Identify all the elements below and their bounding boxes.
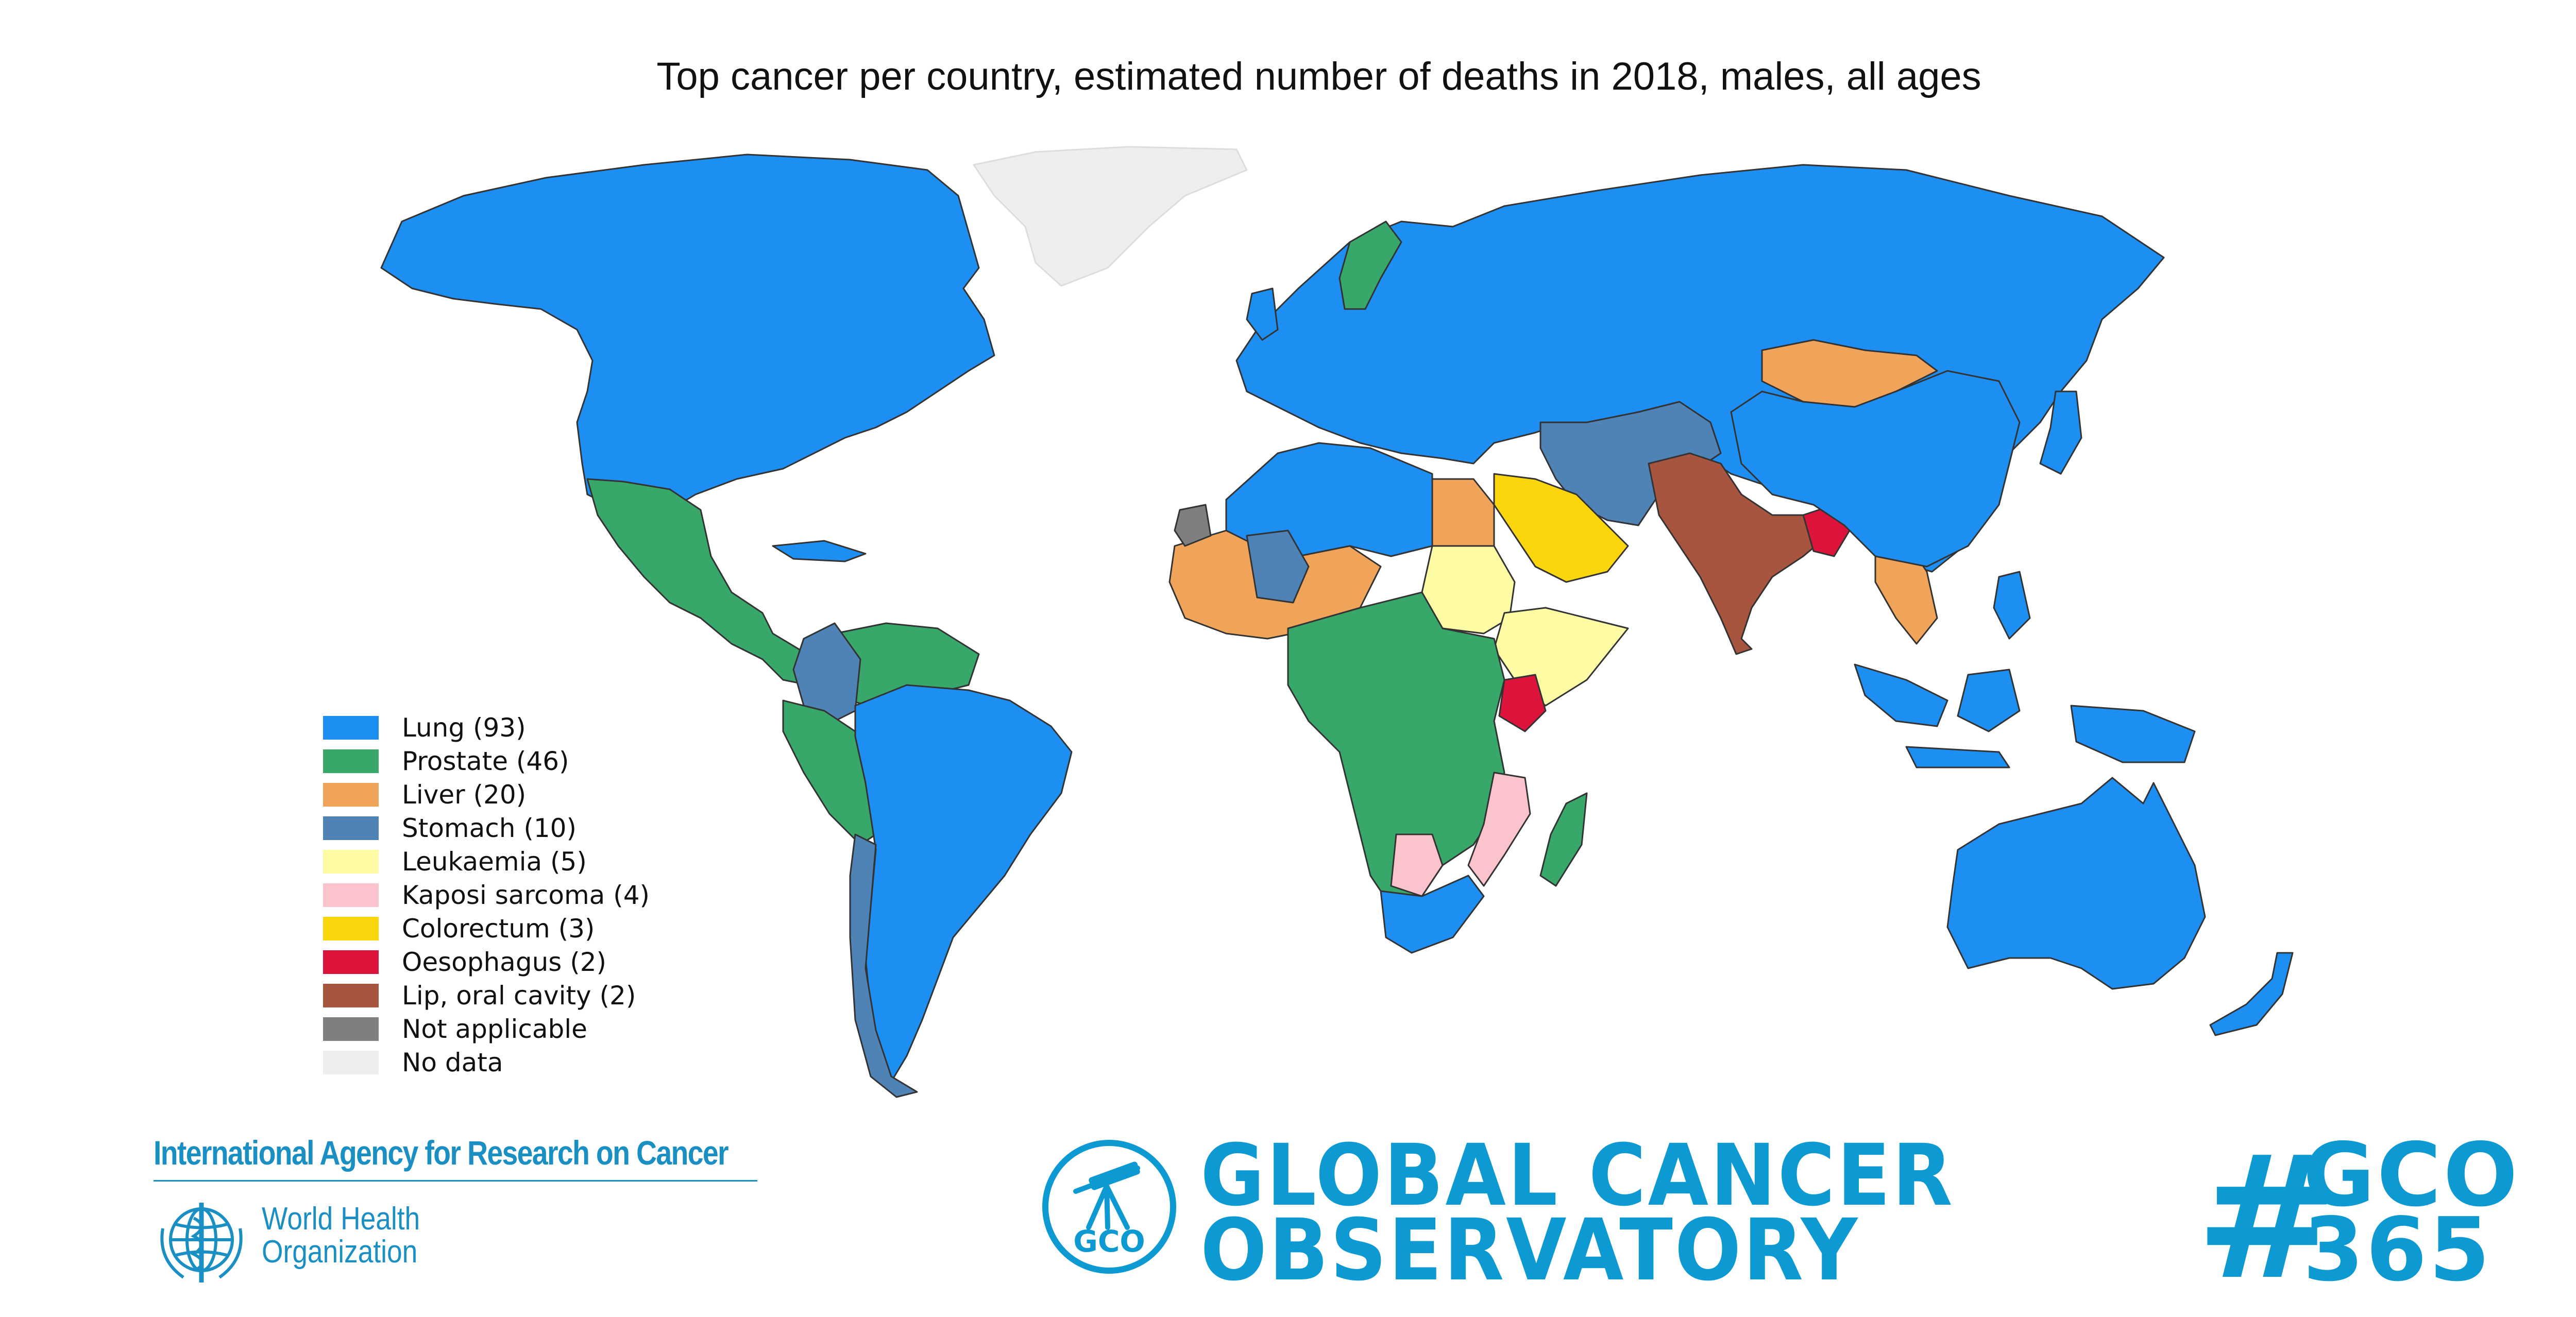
legend-item-prostate: Prostate (46)	[323, 744, 650, 778]
legend-swatch	[323, 916, 379, 940]
region-saudi-arabia	[1493, 473, 1629, 583]
region-madagascar	[1539, 792, 1588, 887]
legend-item-liver: Liver (20)	[323, 778, 650, 811]
legend-item-stomach: Stomach (10)	[323, 811, 650, 845]
region-sahel-stomach	[1246, 529, 1310, 604]
region-colombia	[792, 622, 861, 722]
region-chile	[849, 833, 918, 1098]
region-south-asia	[1648, 452, 1835, 655]
iarc-logo-text: International Agency for Research on Can…	[154, 1134, 729, 1172]
legend-item-colorectum: Colorectum (3)	[323, 912, 650, 945]
legend-label: Lung (93)	[402, 712, 526, 743]
region-mozambique	[1467, 772, 1531, 887]
region-uk	[1246, 287, 1279, 341]
region-philippines	[1993, 571, 2031, 640]
legend-item-not-applicable: Not applicable	[323, 1012, 650, 1046]
region-indonesia	[1854, 663, 2196, 768]
hashtag-line1: GCO	[2303, 1124, 2520, 1226]
legend-item-kaposi-sarcoma: Kaposi sarcoma (4)	[323, 878, 650, 912]
region-botswana	[1390, 833, 1444, 897]
legend-label: Oesophagus (2)	[402, 947, 607, 977]
who-emblem-icon	[160, 1203, 243, 1282]
legend-label: No data	[402, 1047, 503, 1077]
legend-swatch	[323, 950, 379, 974]
who-name-line2: Organization	[262, 1234, 418, 1270]
region-north-america	[380, 153, 995, 511]
legend-swatch	[323, 816, 379, 840]
region-central-africa	[1287, 591, 1505, 908]
legend-swatch	[323, 1050, 379, 1074]
legend-label: Stomach (10)	[402, 813, 577, 843]
region-mexico-central-america	[586, 478, 825, 686]
legend-label: Not applicable	[402, 1014, 587, 1044]
legend-item-no-data: No data	[323, 1046, 650, 1079]
legend-item-leukaemia: Leukaemia (5)	[323, 845, 650, 878]
region-peru	[782, 699, 877, 846]
legend-swatch	[323, 983, 379, 1007]
region-greenland	[973, 146, 1248, 287]
map-title: Top cancer per country, estimated number…	[656, 55, 1981, 98]
who-name: World Health Organization	[262, 1203, 420, 1269]
who-name-line1: World Health	[262, 1201, 420, 1237]
legend-label: Liver (20)	[402, 779, 527, 810]
legend-swatch	[323, 849, 379, 874]
legend-swatch	[323, 782, 379, 807]
gco-title-line2: OBSERVATORY	[1200, 1201, 1860, 1299]
region-mongolia	[1761, 339, 1938, 408]
region-south-africa	[1380, 875, 1485, 954]
region-australia	[1946, 777, 2206, 990]
gco-title-line1: GLOBAL CANCER	[1200, 1126, 1955, 1225]
legend-swatch	[323, 715, 379, 740]
region-china	[1730, 370, 2021, 568]
region-scandinavia	[1338, 220, 1402, 310]
region-japan	[2039, 390, 2082, 475]
region-kenya	[1498, 674, 1547, 732]
legend-label: Kaposi sarcoma (4)	[402, 880, 650, 910]
legend-swatch	[323, 749, 379, 773]
legend-item-oesophagus: Oesophagus (2)	[323, 945, 650, 979]
legend-swatch	[323, 883, 379, 907]
legend-label: Leukaemia (5)	[402, 846, 587, 877]
legend-item-lip-oral-cavity: Lip, oral cavity (2)	[323, 979, 650, 1012]
legend-swatch	[323, 1017, 379, 1041]
region-cuba	[772, 540, 867, 562]
region-new-zealand	[2209, 952, 2294, 1036]
legend-item-lung: Lung (93)	[323, 711, 650, 744]
iarc-divider	[154, 1180, 757, 1182]
legend-label: Colorectum (3)	[402, 913, 595, 944]
region-western-sahara	[1174, 504, 1212, 547]
map-legend: Lung (93) Prostate (46) Liver (20) Stoma…	[323, 711, 650, 1079]
gco-badge-icon: GCO	[1042, 1140, 1176, 1274]
legend-label: Prostate (46)	[402, 746, 569, 776]
legend-label: Lip, oral cavity (2)	[402, 980, 636, 1011]
gco-badge-text: GCO	[1073, 1224, 1145, 1259]
region-egypt	[1431, 478, 1495, 547]
hashtag-symbol: #	[2196, 1119, 2338, 1317]
hashtag-line2: 365	[2303, 1199, 2492, 1301]
region-south-america	[854, 684, 1073, 1083]
